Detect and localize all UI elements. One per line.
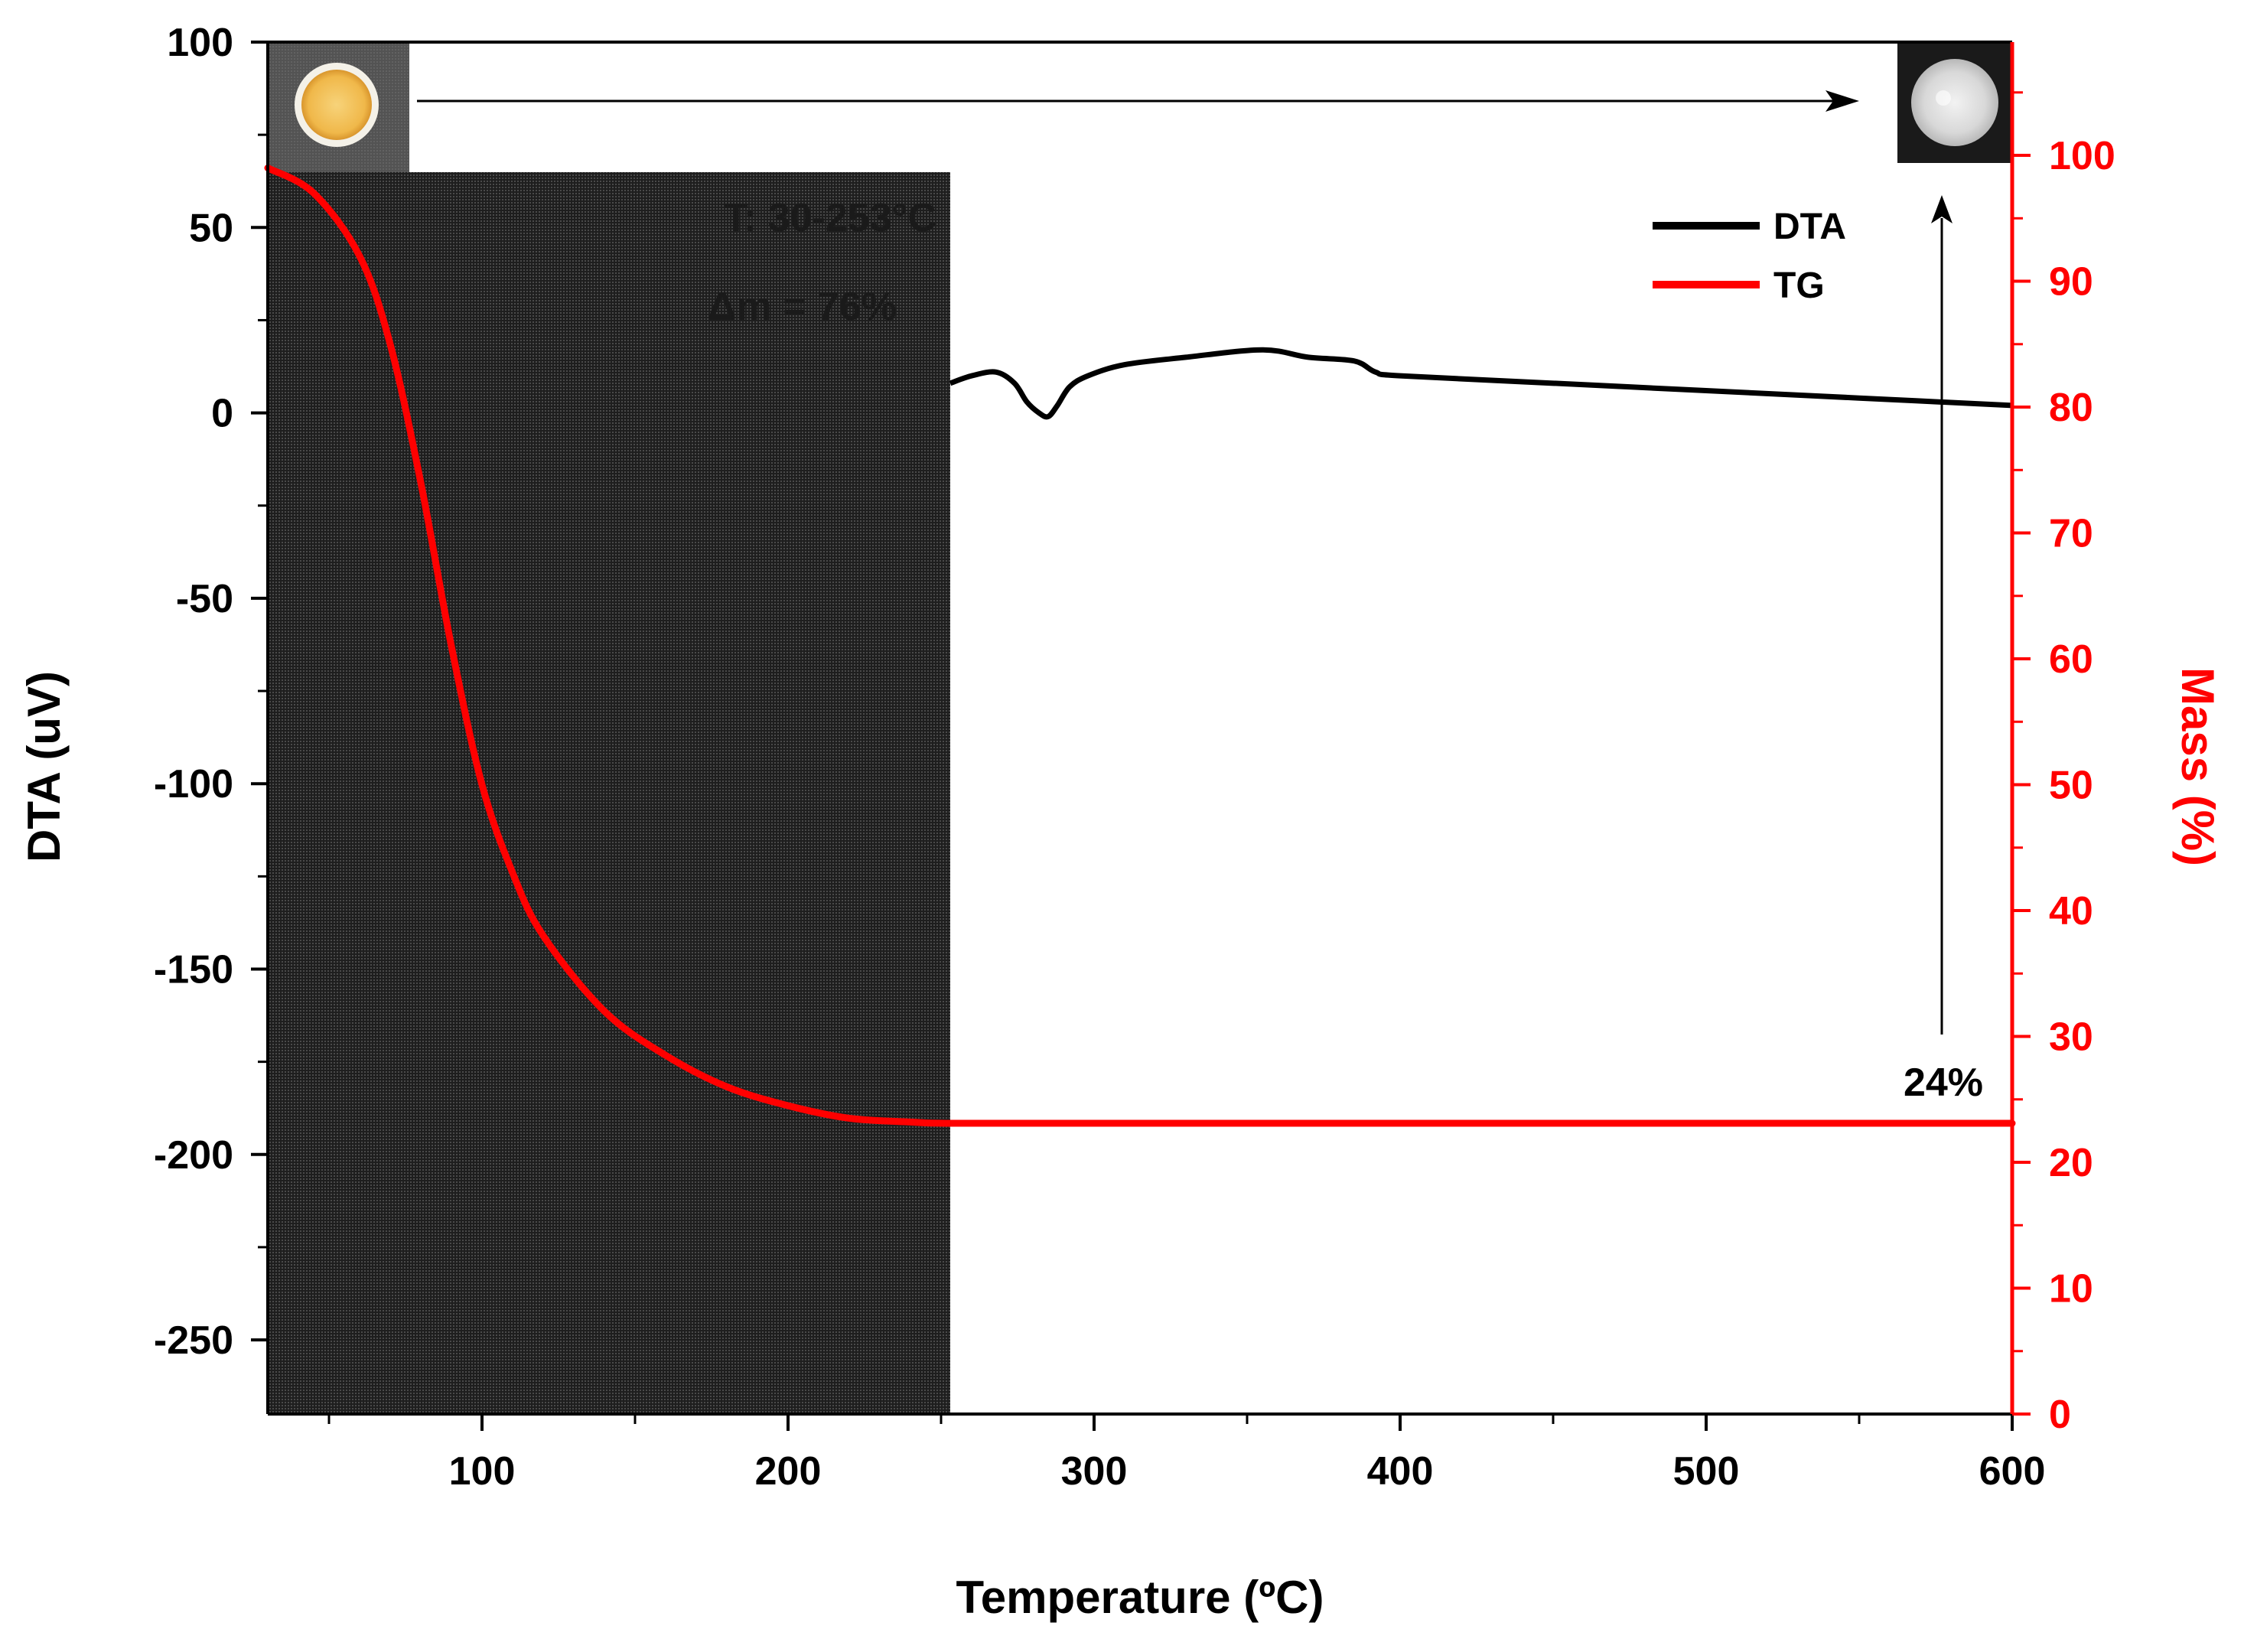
y-axis-left-title: DTA (uV)	[18, 671, 70, 862]
shaded-region-temperature-label: T: 30-253°C	[724, 196, 936, 240]
y-right-tick-label: 0	[2049, 1393, 2071, 1437]
shaded-region-mass-loss-label: Δm = 76%	[708, 285, 897, 329]
y-right-tick-label: 80	[2049, 386, 2093, 430]
y-right-tick-label: 70	[2049, 512, 2093, 556]
residual-mass-arrow	[1931, 195, 1953, 1035]
dta-series-line	[949, 347, 2013, 420]
y-right-tick-label: 90	[2049, 260, 2093, 305]
photo-transition-arrow	[417, 90, 1859, 112]
y-right-tick-label: 60	[2049, 637, 2093, 682]
y-right-tick-label: 10	[2049, 1267, 2093, 1311]
y-right-tick-label: 30	[2049, 1015, 2093, 1060]
axes	[266, 41, 2014, 1416]
x-tick-label: 200	[755, 1449, 822, 1494]
y-left-tick-label: -50	[176, 577, 233, 621]
x-axis-title: Temperature (ºC)	[956, 1572, 1324, 1623]
x-tick-label: 600	[1979, 1449, 2046, 1494]
y-right-tick-label: 20	[2049, 1141, 2093, 1185]
sample-photo-after	[1897, 42, 2012, 163]
shaded-region	[268, 172, 950, 1414]
y-right-tick-label: 40	[2049, 889, 2093, 934]
legend-dta-label: DTA	[1773, 207, 1846, 247]
legend-tg-label: TG	[1773, 266, 1825, 306]
x-tick-label: 300	[1061, 1449, 1128, 1494]
tg-series-line	[264, 164, 2016, 1127]
x-tick-label: 400	[1367, 1449, 1434, 1494]
y-right-tick-label: 100	[2049, 134, 2115, 178]
x-tick-label: 500	[1673, 1449, 1740, 1494]
x-tick-label: 100	[449, 1449, 516, 1494]
y-left-tick-label: 0	[211, 392, 233, 436]
axis-ticks: 100 200 300 400 500 600100500-50-100-150-200-…	[154, 21, 2115, 1494]
y-left-tick-label: 50	[189, 206, 233, 250]
legend: DTA TG	[1653, 207, 1846, 306]
y-right-tick-label: 50	[2049, 764, 2093, 808]
sample-photo-before	[268, 42, 409, 172]
y-left-tick-label: -200	[154, 1133, 233, 1178]
y-left-tick-label: 100	[167, 21, 233, 65]
y-left-tick-label: -250	[154, 1318, 233, 1363]
y-left-tick-label: -150	[154, 947, 233, 992]
y-axis-right-title: Mass (%)	[2172, 667, 2223, 866]
residual-mass-label: 24%	[1904, 1061, 1983, 1105]
y-left-tick-label: -100	[154, 762, 233, 806]
